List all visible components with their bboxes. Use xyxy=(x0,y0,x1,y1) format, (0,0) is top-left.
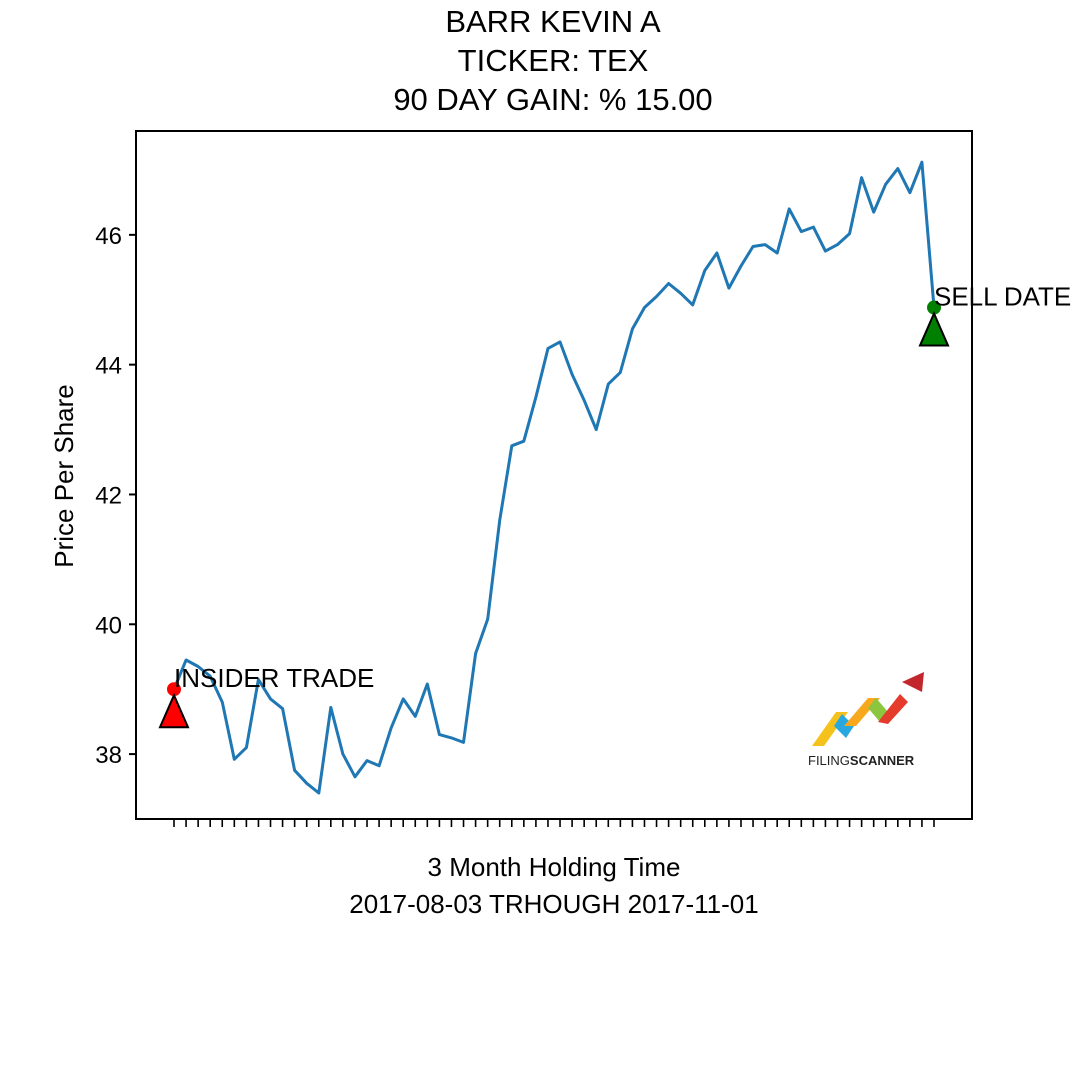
title-line-2: TICKER: TEX xyxy=(458,43,649,78)
marker-label-0: INSIDER TRADE xyxy=(174,663,374,693)
marker-label-1: SELL DATE xyxy=(934,282,1071,312)
marker-triangle-1 xyxy=(918,311,950,347)
x-axis-label-line-1: 3 Month Holding Time xyxy=(428,852,681,882)
x-axis-label: 3 Month Holding Time 2017-08-03 TRHOUGH … xyxy=(349,852,758,919)
x-axis xyxy=(173,819,935,827)
logo-text-scanner: SCANNER xyxy=(850,753,915,768)
title-line-1: BARR KEVIN A xyxy=(445,4,661,39)
y-tick-label-44: 44 xyxy=(95,353,122,380)
logo-text-filing: FILING xyxy=(808,753,850,768)
x-axis-label-line-2: 2017-08-03 TRHOUGH 2017-11-01 xyxy=(349,889,758,919)
marker-point-1 xyxy=(927,300,941,315)
marker-triangle-0 xyxy=(158,692,190,729)
y-axis-label: Price Per Share xyxy=(49,384,79,568)
plot-area xyxy=(172,160,936,795)
logo-graphic-icon xyxy=(812,672,924,746)
y-tick-label-38: 38 xyxy=(95,742,122,769)
title-line-3: 90 DAY GAIN: % 15.00 xyxy=(393,82,712,117)
y-tick-label-46: 46 xyxy=(95,223,122,250)
chart-title: BARR KEVIN A TICKER: TEX 90 DAY GAIN: % … xyxy=(393,4,712,117)
marker-point-0 xyxy=(167,682,181,697)
y-axis: 38 40 42 44 46 xyxy=(95,223,136,769)
axes-frame xyxy=(135,130,973,820)
price-line xyxy=(172,160,936,795)
filingscanner-logo: FILINGSCANNER xyxy=(808,672,924,768)
logo-text: FILINGSCANNER xyxy=(808,753,915,768)
trade-markers: INSIDER TRADE SELL DATE xyxy=(158,282,1071,729)
y-tick-label-40: 40 xyxy=(95,612,122,639)
y-tick-label-42: 42 xyxy=(95,482,122,509)
